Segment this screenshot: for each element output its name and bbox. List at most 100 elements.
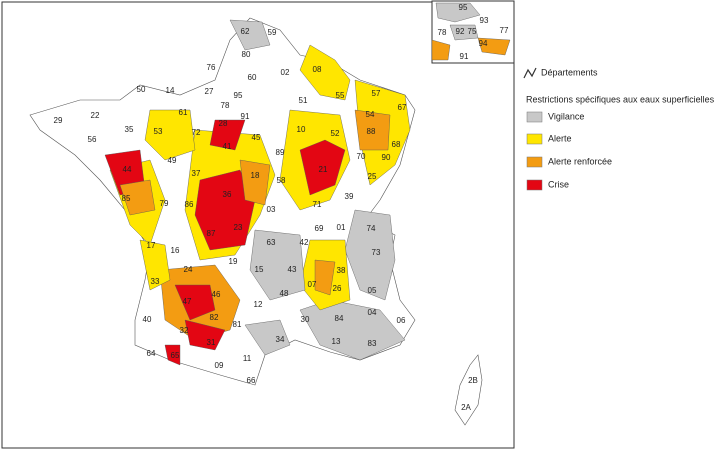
department-label: 32 bbox=[180, 326, 189, 335]
department-label: 38 bbox=[337, 266, 346, 275]
department-label: 13 bbox=[332, 337, 341, 346]
department-label: 86 bbox=[185, 200, 194, 209]
department-label: 07 bbox=[308, 280, 317, 289]
department-label: 14 bbox=[166, 86, 175, 95]
inset-department-label: 95 bbox=[459, 3, 468, 12]
legend-swatch bbox=[526, 133, 543, 145]
department-label: 42 bbox=[300, 238, 309, 247]
department-label: 76 bbox=[207, 63, 216, 72]
department-label: 43 bbox=[288, 265, 297, 274]
department-label: 57 bbox=[372, 89, 381, 98]
department-label: 64 bbox=[147, 349, 156, 358]
department-label: 59 bbox=[268, 28, 277, 37]
department-label: 58 bbox=[277, 176, 286, 185]
department-label: 12 bbox=[254, 300, 263, 309]
inset-department-label: 78 bbox=[438, 28, 447, 37]
department-label: 41 bbox=[223, 142, 232, 151]
inset-department-label: 77 bbox=[500, 26, 509, 35]
inset-department-label: 91 bbox=[460, 52, 469, 61]
department-label: 34 bbox=[276, 335, 285, 344]
department-label: 83 bbox=[368, 339, 377, 348]
legend-label: Crise bbox=[548, 179, 569, 189]
department-label: 37 bbox=[192, 169, 201, 178]
restriction-zones bbox=[104, 19, 411, 366]
department-label: 52 bbox=[331, 129, 340, 138]
department-label: 46 bbox=[212, 290, 221, 299]
department-label: 04 bbox=[368, 308, 377, 317]
department-label: 09 bbox=[215, 361, 224, 370]
department-label: 62 bbox=[241, 27, 250, 36]
department-label: 06 bbox=[397, 316, 406, 325]
legend-label: Alerte bbox=[548, 133, 572, 143]
department-label: 80 bbox=[242, 50, 251, 59]
department-label: 54 bbox=[366, 110, 375, 119]
department-label: 63 bbox=[267, 238, 276, 247]
legend-departements: Départements bbox=[541, 67, 598, 77]
legend-swatch bbox=[526, 111, 543, 123]
department-label: 95 bbox=[234, 91, 243, 100]
department-label: 40 bbox=[143, 315, 152, 324]
department-label: 10 bbox=[297, 125, 306, 134]
department-label: 72 bbox=[192, 128, 201, 137]
department-label: 27 bbox=[205, 87, 214, 96]
legend-swatch bbox=[526, 156, 543, 168]
department-label: 29 bbox=[54, 116, 63, 125]
inset-department-label: 93 bbox=[480, 16, 489, 25]
corsica-outline bbox=[454, 354, 483, 426]
department-label: 82 bbox=[210, 313, 219, 322]
department-label: 87 bbox=[207, 229, 216, 238]
department-label: 08 bbox=[313, 65, 322, 74]
department-label: 45 bbox=[252, 133, 261, 142]
legend-line-icon bbox=[523, 67, 537, 79]
inset-department-label: 75 bbox=[468, 27, 477, 36]
legend-label: Vigilance bbox=[548, 111, 584, 121]
department-label: 18 bbox=[251, 171, 260, 180]
department-label: 79 bbox=[160, 199, 169, 208]
department-label: 78 bbox=[221, 101, 230, 110]
legend: Départements Restrictions spécifiques au… bbox=[523, 67, 715, 104]
department-label: 61 bbox=[179, 108, 188, 117]
department-label: 24 bbox=[184, 265, 193, 274]
department-label: 33 bbox=[151, 277, 160, 286]
department-label: 23 bbox=[234, 223, 243, 232]
department-label: 67 bbox=[398, 103, 407, 112]
inset-department-label: 92 bbox=[456, 27, 465, 36]
department-label: 89 bbox=[276, 148, 285, 157]
department-label: 66 bbox=[247, 376, 256, 385]
department-label: 55 bbox=[336, 91, 345, 100]
department-label: 28 bbox=[219, 119, 228, 128]
department-label: 84 bbox=[335, 314, 344, 323]
department-label: 03 bbox=[267, 205, 276, 214]
department-label: 65 bbox=[171, 351, 180, 360]
department-label: 36 bbox=[223, 190, 232, 199]
department-label: 69 bbox=[315, 224, 324, 233]
department-label: 85 bbox=[122, 194, 131, 203]
department-label: 48 bbox=[280, 289, 289, 298]
department-label: 2B bbox=[468, 376, 478, 385]
department-label: 74 bbox=[367, 224, 376, 233]
department-label: 30 bbox=[301, 315, 310, 324]
department-label: 71 bbox=[313, 200, 322, 209]
department-label: 2A bbox=[461, 403, 471, 412]
department-label: 21 bbox=[319, 165, 328, 174]
department-label: 31 bbox=[207, 338, 216, 347]
inset-paris bbox=[431, 0, 515, 64]
department-label: 60 bbox=[248, 73, 257, 82]
department-label: 53 bbox=[154, 127, 163, 136]
department-label: 73 bbox=[372, 248, 381, 257]
department-label: 05 bbox=[368, 286, 377, 295]
inset-department-label: 94 bbox=[479, 39, 488, 48]
department-label: 35 bbox=[125, 125, 134, 134]
department-label: 47 bbox=[183, 297, 192, 306]
department-label: 01 bbox=[337, 223, 346, 232]
department-label: 22 bbox=[91, 111, 100, 120]
department-label: 70 bbox=[357, 152, 366, 161]
department-label: 26 bbox=[333, 284, 342, 293]
department-label: 51 bbox=[299, 96, 308, 105]
department-label: 81 bbox=[233, 320, 242, 329]
department-label: 88 bbox=[367, 127, 376, 136]
department-label: 11 bbox=[243, 354, 252, 363]
department-label: 90 bbox=[382, 153, 391, 162]
department-label: 17 bbox=[147, 241, 156, 250]
